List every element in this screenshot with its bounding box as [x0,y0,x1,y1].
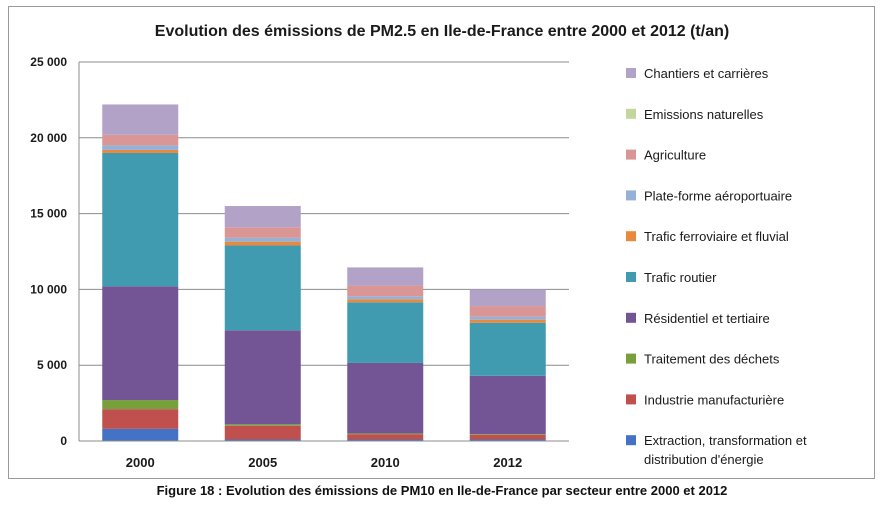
legend-swatch [626,149,636,160]
legend-label: Résidentiel et tertiaire [644,311,770,326]
legend-swatch [626,190,636,201]
bar-segment [102,400,179,410]
bar-segment [224,237,301,242]
bar-segment [224,330,301,425]
chart-title: Evolution des émissions de PM2.5 en Ile-… [155,23,729,40]
bar-segment [469,322,546,376]
y-tick-label: 25 000 [30,55,67,69]
bar-segment [347,299,424,303]
bar-segment [469,306,546,317]
bar-segment [224,241,301,246]
legend-swatch [626,272,636,282]
bar-segment [347,296,424,300]
legend-label: Trafic routier [644,270,717,285]
bar-segment [102,428,179,441]
legend-label: Traitement des déchets [644,352,780,367]
bar-segment [469,316,546,320]
axes: 0 5 000 10 000 15 000 20 000 25 000 2000 2005 20… [30,55,569,470]
legend-label: Industrie manufacturière [644,392,784,407]
legend-label: Plate-forme aéroportuaire [644,188,792,203]
figure-caption: Figure 18 : Evolution des émissions de P… [156,483,728,498]
bar-segment [224,425,301,440]
legend-swatch [626,435,636,446]
bar-segment [347,362,424,434]
legend-swatch [626,68,636,78]
bar-segment [347,434,424,440]
bars [102,104,546,441]
legend-swatch [626,231,636,242]
bar-segment [469,375,546,435]
legend-swatch [626,353,636,364]
bar-segment [102,286,179,401]
x-tick-label: 2005 [248,455,277,470]
bar-segment [347,302,424,363]
bar-segment [224,424,301,426]
bar-segment [224,245,301,331]
bar-segment [469,289,546,307]
legend-swatch [626,108,636,119]
y-tick-label: 10 000 [30,282,67,296]
y-tick-label: 5 000 [37,358,67,372]
legend-label: Extraction, transformation et distributio… [644,433,807,467]
bar-segment [347,285,424,297]
bar-segment [102,134,179,146]
bar-segment [469,319,546,323]
bar-segment [102,145,179,150]
x-tick-label: 2010 [371,455,400,470]
legend-swatch [626,312,636,323]
legend-swatch [626,394,636,405]
bar-segment [224,227,301,238]
legend-label: Trafic ferroviaire et fluvial [644,229,789,244]
chart-canvas: Evolution des émissions de PM2.5 en Ile-… [30,23,807,470]
legend: Chantiers et carrières Emissions naturell… [626,66,807,467]
legend-label: Agriculture [644,148,706,163]
bar-segment [469,439,546,441]
bar-segment [224,206,301,228]
legend-label: Emissions naturelles [644,107,764,122]
y-tick-label: 15 000 [30,207,67,221]
bar-segment [469,434,546,440]
bar-segment [347,433,424,435]
bar-segment [224,439,301,441]
bar-segment [102,152,179,287]
legend-label: Chantiers et carrières [644,66,769,81]
y-tick-label: 0 [60,434,67,448]
chart-frame: Evolution des émissions de PM2.5 en Ile-… [8,6,875,479]
bar-segment [347,267,424,286]
x-tick-label: 2000 [126,455,155,470]
x-tick-label: 2012 [493,455,522,470]
bar-segment [102,149,179,153]
bar-segment [102,104,179,135]
bar-segment [347,439,424,441]
y-tick-label: 20 000 [30,131,67,145]
bar-segment [102,409,179,429]
bar-segment [469,434,546,435]
